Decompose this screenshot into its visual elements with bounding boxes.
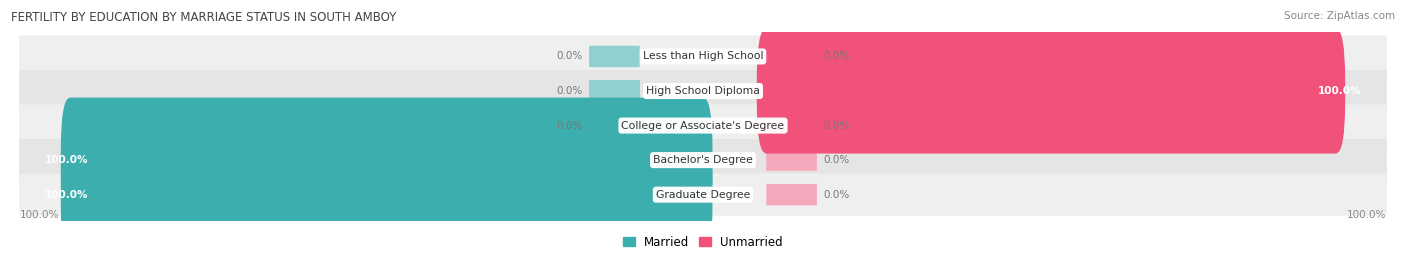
Text: 100.0%: 100.0% — [45, 190, 89, 200]
FancyBboxPatch shape — [589, 115, 640, 136]
FancyBboxPatch shape — [766, 184, 817, 205]
FancyBboxPatch shape — [766, 80, 817, 102]
Text: 0.0%: 0.0% — [824, 51, 849, 61]
Text: 0.0%: 0.0% — [557, 86, 583, 96]
FancyBboxPatch shape — [589, 80, 640, 102]
Text: 0.0%: 0.0% — [557, 51, 583, 61]
FancyBboxPatch shape — [766, 149, 817, 171]
Text: 100.0%: 100.0% — [1317, 86, 1361, 96]
Text: 100.0%: 100.0% — [45, 155, 89, 165]
FancyBboxPatch shape — [589, 80, 640, 102]
FancyBboxPatch shape — [70, 149, 703, 171]
FancyBboxPatch shape — [60, 98, 713, 223]
Text: 0.0%: 0.0% — [824, 190, 849, 200]
FancyBboxPatch shape — [766, 115, 817, 136]
Text: 0.0%: 0.0% — [557, 121, 583, 130]
Text: Less than High School: Less than High School — [643, 51, 763, 61]
FancyBboxPatch shape — [756, 29, 1346, 154]
Text: College or Associate's Degree: College or Associate's Degree — [621, 121, 785, 130]
Text: 100.0%: 100.0% — [20, 210, 59, 220]
Text: 100.0%: 100.0% — [1347, 210, 1386, 220]
FancyBboxPatch shape — [20, 104, 1386, 147]
FancyBboxPatch shape — [20, 139, 1386, 181]
FancyBboxPatch shape — [20, 70, 1386, 112]
FancyBboxPatch shape — [766, 80, 1336, 102]
Text: Bachelor's Degree: Bachelor's Degree — [652, 155, 754, 165]
FancyBboxPatch shape — [20, 36, 1386, 77]
FancyBboxPatch shape — [20, 174, 1386, 216]
Text: Graduate Degree: Graduate Degree — [655, 190, 751, 200]
Legend: Married, Unmarried: Married, Unmarried — [623, 236, 783, 249]
Text: FERTILITY BY EDUCATION BY MARRIAGE STATUS IN SOUTH AMBOY: FERTILITY BY EDUCATION BY MARRIAGE STATU… — [11, 11, 396, 24]
Text: Source: ZipAtlas.com: Source: ZipAtlas.com — [1284, 11, 1395, 21]
FancyBboxPatch shape — [589, 46, 640, 67]
FancyBboxPatch shape — [70, 184, 703, 205]
Text: High School Diploma: High School Diploma — [647, 86, 759, 96]
Text: 0.0%: 0.0% — [824, 155, 849, 165]
Text: 0.0%: 0.0% — [824, 121, 849, 130]
FancyBboxPatch shape — [60, 132, 713, 257]
FancyBboxPatch shape — [766, 46, 817, 67]
